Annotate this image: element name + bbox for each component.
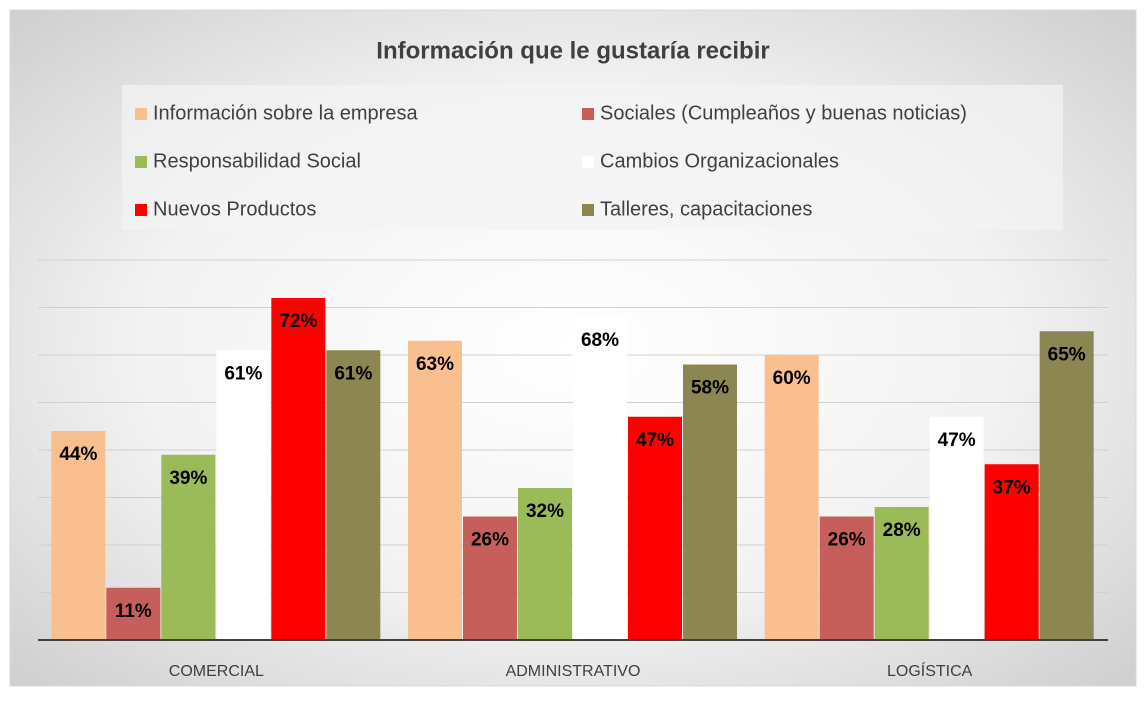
bar [106,587,161,640]
data-label: 60% [773,368,811,389]
data-label: 26% [828,530,866,551]
bar [819,516,874,640]
legend-label: Cambios Organizacionales [600,150,839,172]
x-tick-label: COMERCIAL [169,663,264,680]
bar [1039,331,1094,640]
bar [271,298,326,640]
bar [628,416,682,640]
chart-title: Información que le gustaría recibir [376,37,769,64]
data-label: 32% [526,501,564,522]
bar [929,416,984,640]
data-label: 68% [581,330,619,351]
x-tick-label: ADMINISTRATIVO [506,663,641,680]
bar [764,355,819,640]
bar [216,350,271,640]
legend-label: Sociales (Cumpleaños y buenas noticias) [600,102,967,124]
legend-swatch [135,156,147,168]
bar [573,317,627,640]
data-label: 61% [334,363,372,384]
bar [683,364,737,640]
data-label: 61% [224,363,262,384]
legend-label: Responsabilidad Social [153,150,361,172]
legend-swatch [135,204,147,216]
data-label: 63% [416,354,454,375]
legend-swatch [582,204,594,216]
data-label: 47% [938,430,976,451]
data-label: 58% [691,378,729,399]
data-label: 44% [59,444,97,465]
data-label: 39% [169,468,207,489]
legend-swatch [582,108,594,120]
legend-label: Nuevos Productos [153,198,316,220]
bar [326,350,381,640]
bar [161,454,216,640]
bar [874,507,929,640]
legend-swatch [582,156,594,168]
data-label: 26% [471,530,509,551]
bar [463,516,517,640]
bar [984,464,1039,640]
legend-label: Información sobre la empresa [153,102,418,124]
bar [51,431,106,640]
legend-swatch [135,108,147,120]
data-label: 11% [115,601,152,622]
data-label: 28% [883,520,921,541]
data-label: 72% [279,311,317,332]
data-label: 65% [1048,344,1086,365]
data-label: 37% [993,477,1031,498]
bar [518,488,572,640]
legend-label: Talleres, capacitaciones [600,198,812,220]
x-tick-label: LOGÍSTICA [887,661,973,680]
data-label: 47% [636,430,674,451]
bar [408,340,462,640]
